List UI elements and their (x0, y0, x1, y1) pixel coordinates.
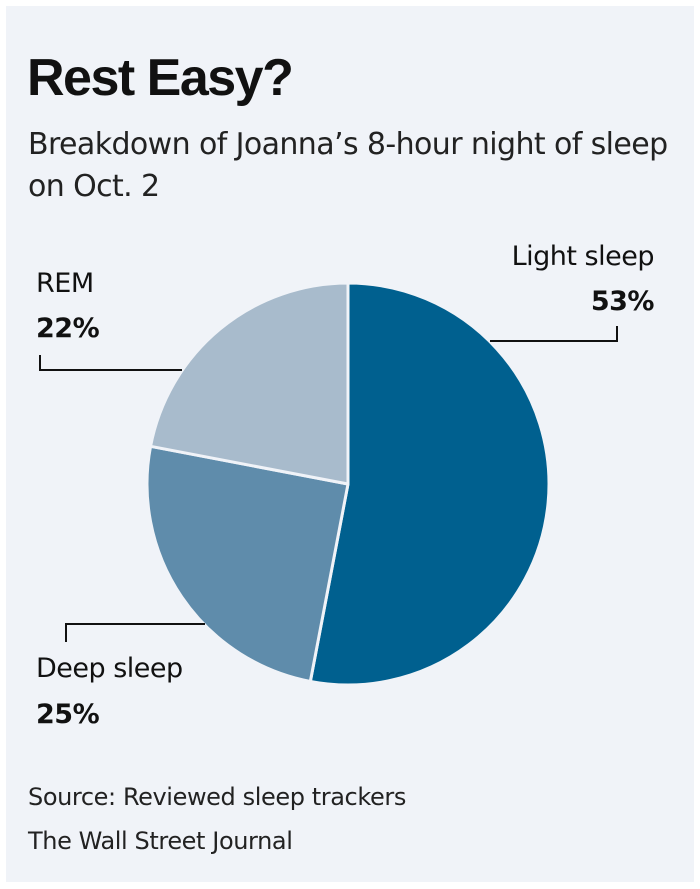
slice-value-rem: 22% (36, 313, 100, 344)
slice-rem (149, 281, 350, 486)
leader-lines (39, 326, 618, 642)
chart-title: Rest Easy? (27, 49, 294, 107)
leader-line-deep-sleep (65, 623, 205, 642)
leader-line-rem (39, 355, 182, 371)
slice-value-deep-sleep: 25% (36, 699, 100, 730)
slice-light-sleep (308, 281, 551, 687)
slice-value-light-sleep: 53% (590, 286, 655, 317)
publisher-credit: The Wall Street Journal (28, 827, 293, 855)
pie-slices (145, 281, 551, 687)
leader-line-light-sleep (490, 326, 618, 342)
slice-label-rem: REM (36, 268, 94, 299)
slice-label-light-sleep: Light sleep (511, 241, 655, 272)
source-note: Source: Reviewed sleep trackers (28, 783, 406, 811)
slice-deep-sleep (145, 444, 350, 683)
slice-label-deep-sleep: Deep sleep (36, 653, 183, 684)
chart-subtitle: Breakdown of Joanna’s 8-hour night of sl… (28, 127, 668, 204)
